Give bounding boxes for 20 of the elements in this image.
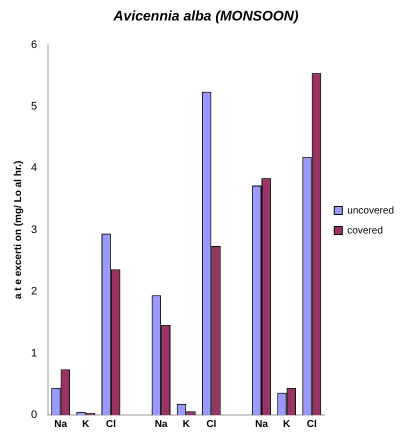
x-tick-label: Cl: [306, 418, 317, 430]
chart-title: Avicennia alba (MONSOON): [112, 7, 299, 24]
x-tick-label: K: [82, 418, 90, 430]
y-tick-label: 2: [30, 286, 38, 298]
y-tick-label: 5: [30, 100, 38, 113]
x-tick-label: Na: [255, 418, 268, 430]
y-tick-label: 0: [30, 409, 38, 422]
y-tick-label: 1: [30, 347, 38, 360]
y-axis-title: a t e excerti on (mg/ Lo al hr.): [12, 160, 24, 300]
legend-label: uncovered: [347, 205, 394, 216]
y-tick-label: 6: [30, 38, 38, 51]
y-tick-label: 4: [30, 162, 38, 174]
x-tick-label: Cl: [106, 418, 116, 430]
x-tick-label: Na: [154, 418, 168, 430]
x-tick-label: Cl: [206, 418, 217, 430]
x-tick-label: Na: [54, 418, 68, 430]
legend-label: covered: [347, 225, 383, 236]
x-tick-label: K: [182, 418, 191, 430]
x-tick-label: K: [283, 418, 292, 430]
y-tick-label: 3: [30, 224, 38, 236]
